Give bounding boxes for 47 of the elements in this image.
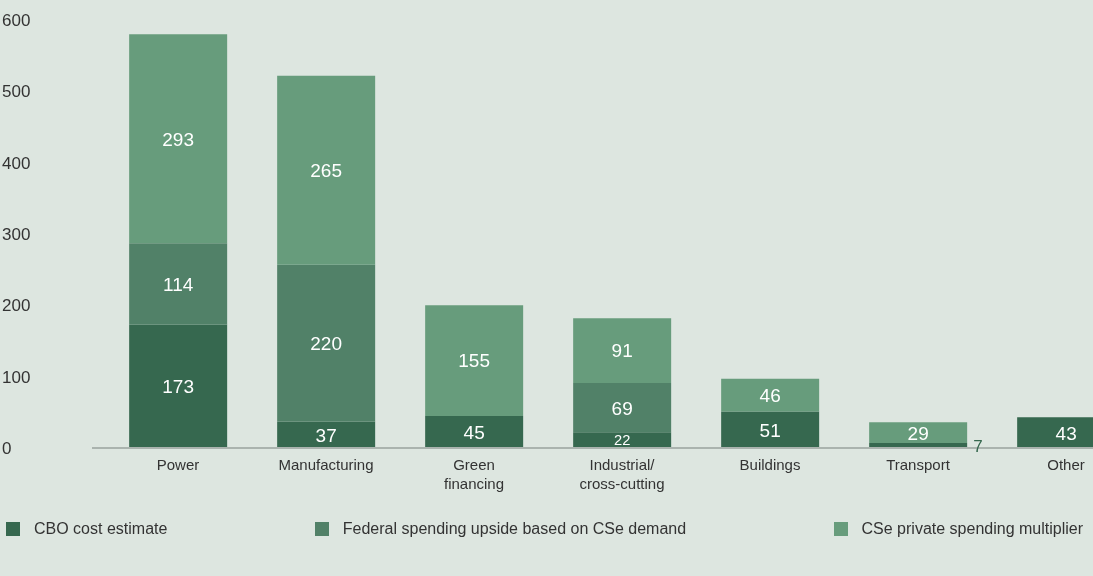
bar [721,378,820,412]
data-label: 293 [162,128,195,150]
bar [573,318,672,384]
x-tick-label: Other [1047,456,1085,473]
data-label: 51 [759,419,781,441]
legend-label: Federal spending upside based on CSe demand [342,520,687,538]
data-label: 22 [613,432,631,449]
legend-label: CSe private spending multiplier [861,520,1083,538]
y-tick-label: 600 [2,11,31,30]
y-tick-label: 200 [2,296,31,316]
bar [573,383,672,433]
data-label: 46 [759,385,781,407]
y-tick-label: 300 [2,225,31,244]
data-label: 29 [907,422,929,444]
data-label: 69 [611,397,633,419]
x-tick-label: Manufacturing [278,456,374,473]
x-tick-label: Green financing [443,456,505,492]
x-tick-label: Power [156,456,200,473]
bar [425,305,524,416]
bar [129,243,228,325]
bar [869,422,968,444]
y-tick-label: 500 [2,82,31,102]
bar [277,421,376,448]
y-tick-label: 100 [2,367,31,387]
legend-label: CBO cost estimate [34,520,168,538]
data-label: 43 [1055,422,1077,444]
data-label: 114 [163,273,194,295]
bar [129,324,228,448]
bar [573,432,672,448]
bar [129,34,228,244]
data-label: 265 [310,160,343,181]
data-label: 173 [162,376,195,398]
y-tick-label: 400 [2,153,31,173]
bar [425,415,524,448]
bar [277,264,376,422]
x-tick-label: Transport [886,456,951,473]
data-label: 45 [463,421,485,443]
data-label: 91 [611,340,633,362]
data-label: 37 [315,424,337,446]
y-tick-label: 0 [2,439,12,458]
data-label: 7 [973,436,983,456]
bar [277,75,376,265]
x-tick-label: Buildings [739,456,801,473]
bar [721,411,820,448]
x-tick-label: Industrial/ cross-cutting [579,456,665,492]
data-label: 155 [458,350,491,372]
data-label: 220 [310,332,343,354]
